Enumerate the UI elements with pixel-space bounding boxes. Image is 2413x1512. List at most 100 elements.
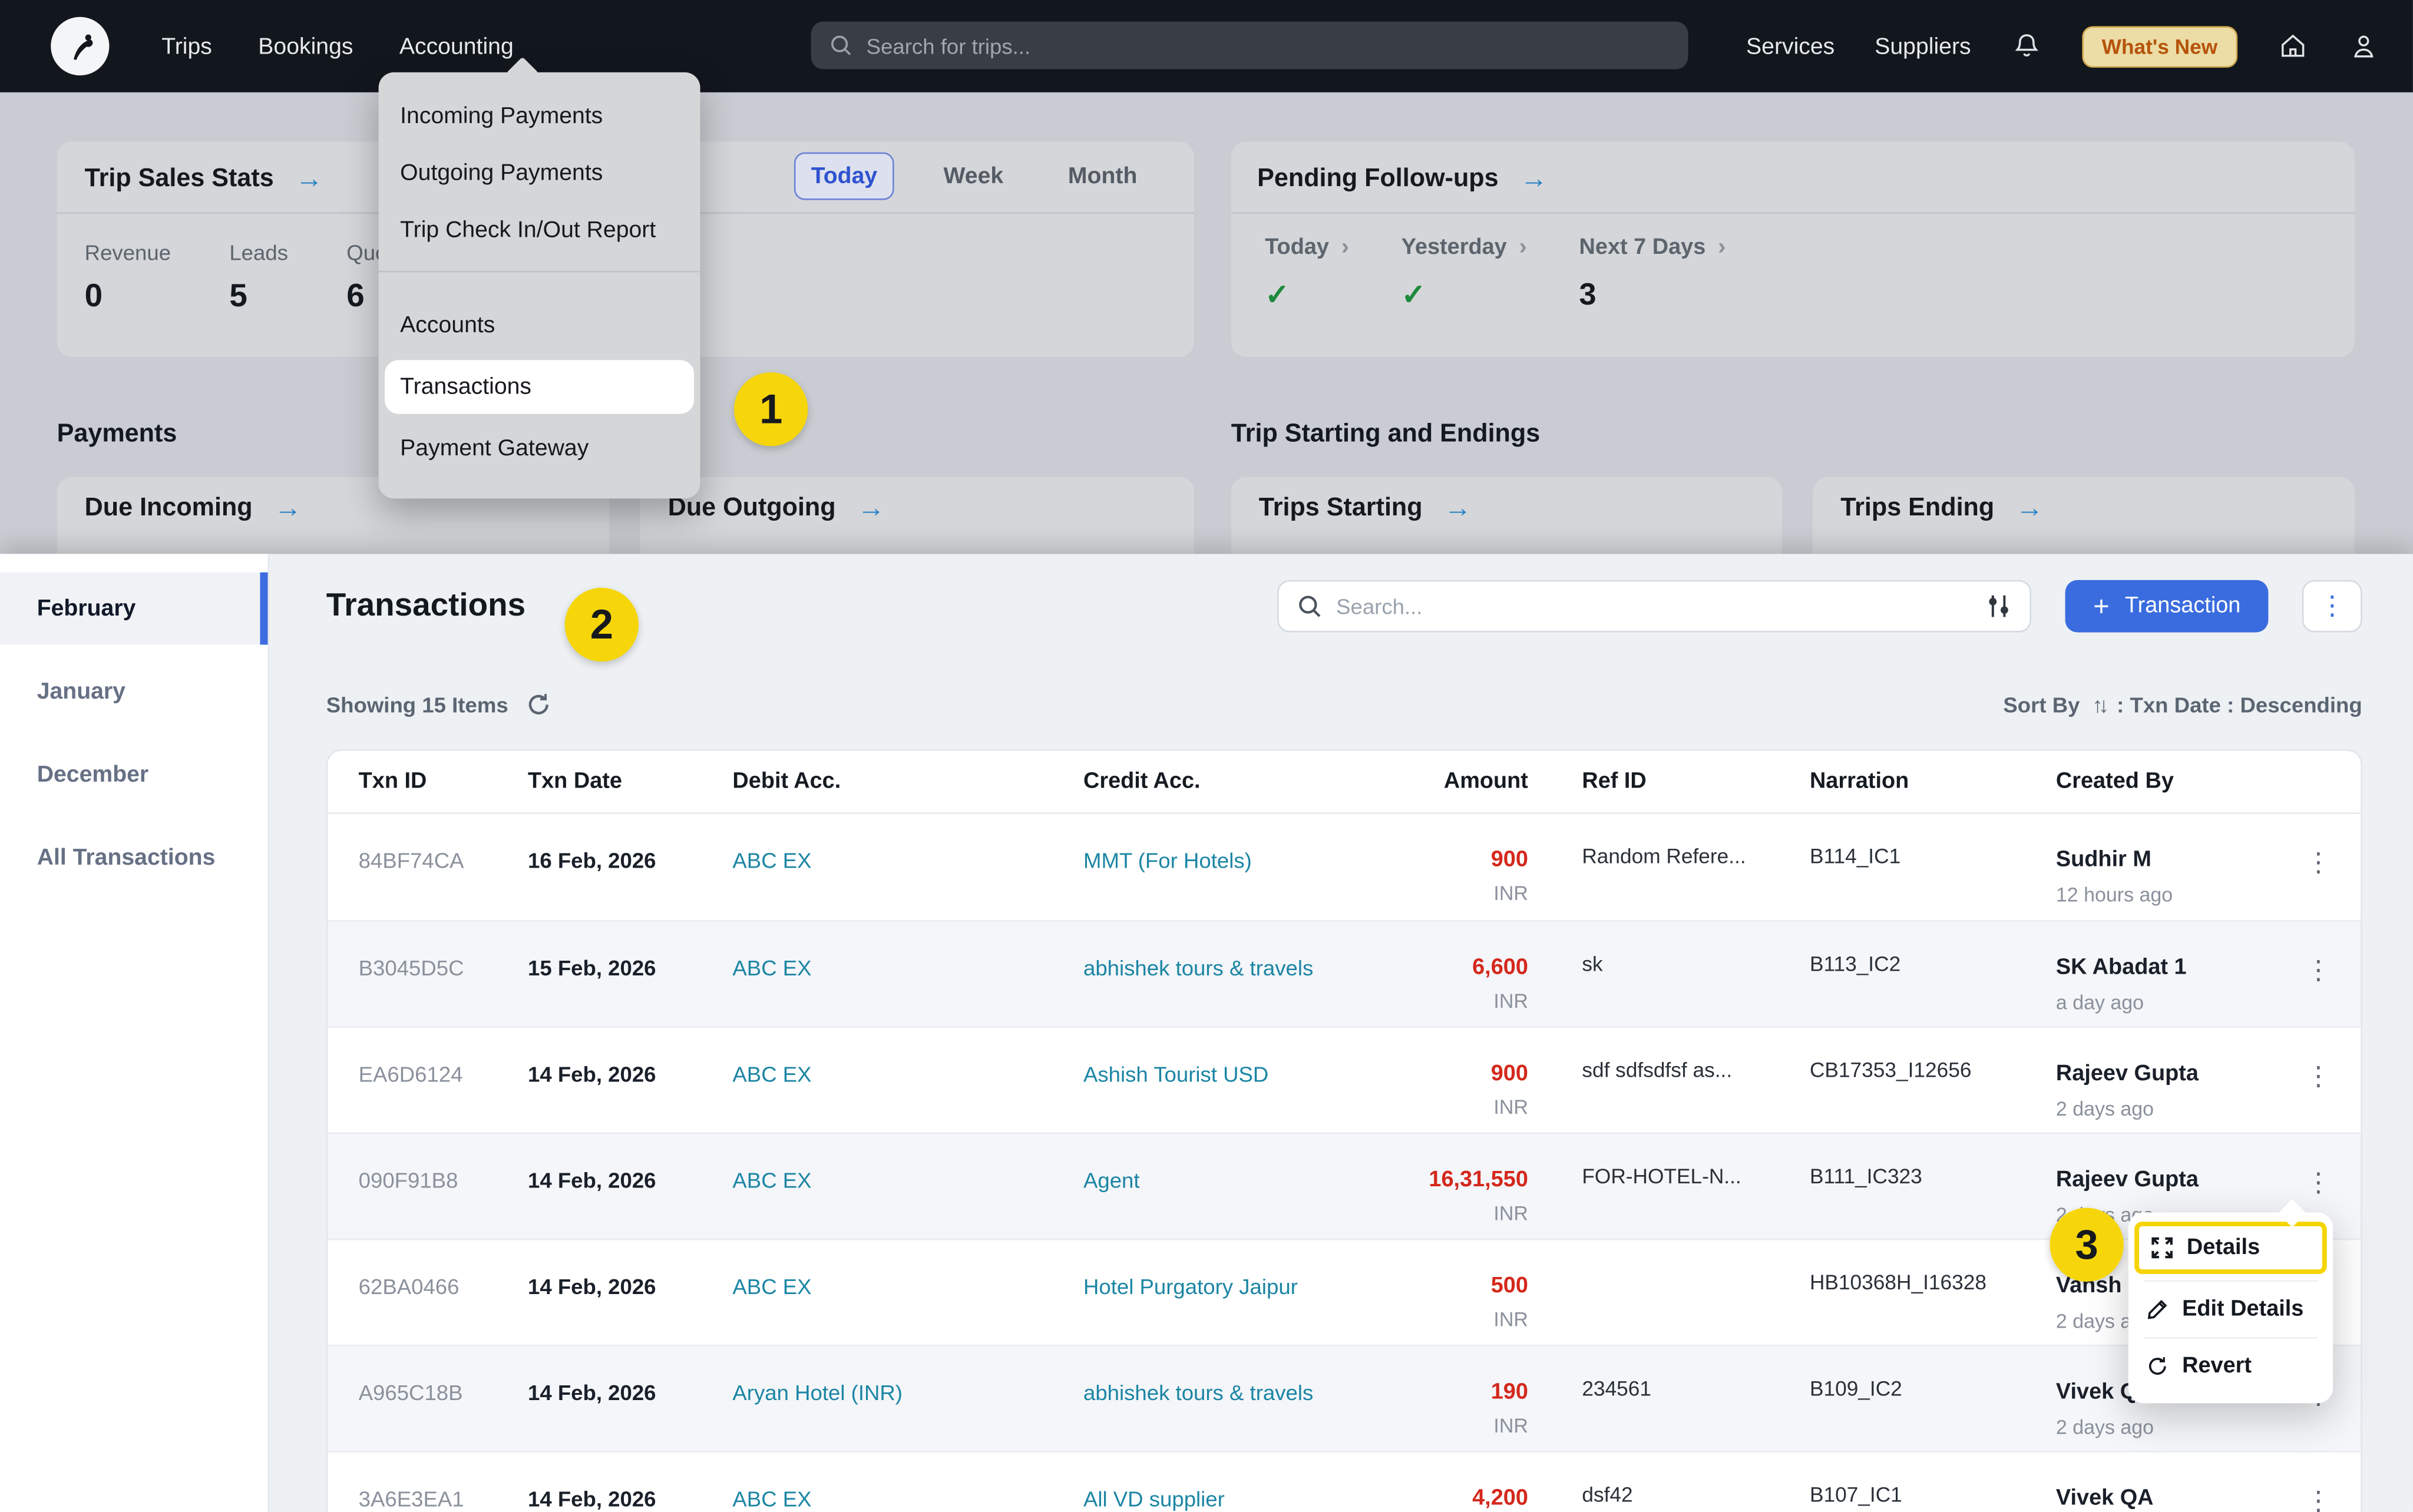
sidebar-item-february[interactable]: February — [0, 572, 268, 645]
credit-account-link[interactable]: Agent — [1083, 1167, 1140, 1193]
txn-id: B3045D5C — [358, 955, 464, 980]
sidebar-item-january[interactable]: January — [37, 678, 126, 705]
row-actions-kebab-icon[interactable]: ⋮ — [2305, 1061, 2332, 1091]
debit-account-link[interactable]: ABC EX — [732, 1486, 812, 1511]
nav-bookings[interactable]: Bookings — [258, 33, 353, 59]
credit-account-link[interactable]: abhishek tours & travels — [1083, 955, 1314, 980]
refresh-icon[interactable] — [527, 692, 551, 717]
table-row[interactable]: B3045D5C 15 Feb, 2026 ABC EX abhishek to… — [328, 920, 2361, 1027]
amount-cell: 190 INR — [1490, 1380, 1528, 1437]
sidebar-item-all-transactions[interactable]: All Transactions — [37, 845, 216, 871]
annotation-step-1: 1 — [734, 372, 808, 446]
transactions-main: Transactions Search... + Transaction ⋮ — [271, 554, 2413, 1512]
debit-account-link[interactable]: ABC EX — [732, 1061, 812, 1087]
page-title: Transactions — [326, 587, 526, 623]
table-row[interactable]: 3A6E3EA1 14 Feb, 2026 ABC EX All VD supp… — [328, 1451, 2361, 1512]
col-credit-acc: Credit Acc. — [1083, 769, 1201, 794]
home-icon[interactable] — [2278, 31, 2308, 61]
credit-account-link[interactable]: abhishek tours & travels — [1083, 1380, 1314, 1405]
payments-heading: Payments — [57, 420, 177, 448]
sort-value: : Txn Date : Descending — [2117, 692, 2362, 717]
menu-item-accounts[interactable]: Accounts — [400, 312, 495, 339]
showing-count-label: Showing 15 Items — [326, 692, 508, 717]
amount-cell: 6,600 INR — [1472, 955, 1528, 1013]
table-row[interactable]: A965C18B 14 Feb, 2026 Aryan Hotel (INR) … — [328, 1345, 2361, 1451]
app-logo[interactable] — [51, 16, 110, 75]
panel-kebab-button[interactable]: ⋮ — [2302, 580, 2362, 633]
ref-id — [1582, 1240, 1810, 1345]
expand-icon — [2151, 1237, 2173, 1259]
nav-trips[interactable]: Trips — [161, 33, 212, 59]
pending-today[interactable]: Today › ✓ — [1265, 234, 1349, 314]
sort-by-control[interactable]: Sort By ↑↓ : Txn Date : Descending — [2003, 692, 2362, 717]
menu-item-payment-gateway[interactable]: Payment Gateway — [400, 435, 589, 462]
credit-account-link[interactable]: Ashish Tourist USD — [1083, 1061, 1269, 1087]
pending-yesterday[interactable]: Yesterday › ✓ — [1401, 234, 1527, 314]
narration: B114_IC1 — [1809, 845, 1901, 868]
debit-account-link[interactable]: Aryan Hotel (INR) — [732, 1380, 903, 1405]
credit-account-link[interactable]: MMT (For Hotels) — [1083, 848, 1252, 873]
toggle-week[interactable]: Week — [943, 163, 1004, 190]
txn-date: 16 Feb, 2026 — [527, 848, 656, 873]
trip-search-input[interactable]: Search for trips... — [811, 21, 1688, 70]
created-by-cell: Sudhir M 12 hours ago — [2055, 848, 2173, 906]
whats-new-badge[interactable]: What's New — [2081, 25, 2238, 67]
transactions-search-input[interactable]: Search... — [1277, 580, 2032, 633]
table-row[interactable]: 62BA0466 14 Feb, 2026 ABC EX Hotel Purga… — [328, 1238, 2361, 1345]
amount-cell: 900 INR — [1490, 1061, 1528, 1119]
debit-account-link[interactable]: ABC EX — [732, 955, 812, 980]
notifications-bell-icon[interactable] — [2011, 31, 2042, 61]
search-placeholder: Search for trips... — [866, 33, 1031, 58]
user-profile-icon[interactable] — [2348, 31, 2379, 61]
toggle-month[interactable]: Month — [1067, 163, 1138, 190]
credit-account-link[interactable]: All VD supplier — [1083, 1486, 1225, 1511]
nav-services[interactable]: Services — [1746, 33, 1835, 59]
menu-item-trip-checkinout-report[interactable]: Trip Check In/Out Report — [400, 217, 656, 243]
arrow-right-icon[interactable]: → — [295, 163, 323, 194]
debit-account-link[interactable]: ABC EX — [732, 1167, 812, 1193]
menu-item-incoming-payments[interactable]: Incoming Payments — [400, 103, 603, 130]
pending-followups-title: Pending Follow-ups — [1257, 164, 1499, 193]
row-actions-kebab-icon[interactable]: ⋮ — [2305, 955, 2332, 985]
stat-revenue: Revenue 0 — [84, 240, 171, 314]
sidebar-item-december[interactable]: December — [37, 762, 149, 788]
chevron-right-icon: › — [1718, 234, 1726, 260]
debit-account-link[interactable]: ABC EX — [732, 1273, 812, 1299]
search-icon — [1299, 595, 1321, 617]
table-row[interactable]: 84BF74CA 16 Feb, 2026 ABC EX MMT (For Ho… — [328, 814, 2361, 920]
debit-account-link[interactable]: ABC EX — [732, 848, 812, 873]
table-row[interactable]: 090F91B8 14 Feb, 2026 ABC EX Agent 16,31… — [328, 1132, 2361, 1239]
amount-cell: 4,200INR — [1472, 1486, 1528, 1511]
filter-sliders-icon[interactable] — [1987, 594, 2012, 618]
amount-cell: 900 INR — [1490, 848, 1528, 905]
credit-account-link[interactable]: Hotel Purgatory Jaipur — [1083, 1273, 1298, 1299]
pending-next7days[interactable]: Next 7 Days › 3 — [1579, 234, 1726, 314]
chevron-right-icon: › — [1341, 234, 1349, 260]
nav-accounting[interactable]: Accounting — [399, 33, 514, 59]
check-icon: ✓ — [1265, 280, 1290, 313]
row-actions-kebab-icon[interactable]: ⋮ — [2305, 1167, 2332, 1197]
context-menu-edit-details[interactable]: Edit Details — [2128, 1285, 2333, 1334]
context-menu-details[interactable]: Details — [2134, 1222, 2327, 1274]
amount-cell: 500 INR — [1490, 1273, 1528, 1331]
add-transaction-button[interactable]: + Transaction — [2065, 580, 2269, 633]
table-row[interactable]: EA6D6124 14 Feb, 2026 ABC EX Ashish Tour… — [328, 1026, 2361, 1132]
menu-item-transactions[interactable]: Transactions — [385, 360, 695, 414]
row-actions-kebab-icon[interactable]: ⋮ — [2305, 1486, 2332, 1512]
txn-date: 15 Feb, 2026 — [527, 955, 656, 980]
row-actions-kebab-icon[interactable]: ⋮ — [2305, 848, 2332, 877]
toggle-today[interactable]: Today — [794, 152, 894, 200]
stat-leads: Leads 5 — [229, 240, 289, 314]
txn-id: A965C18B — [358, 1380, 463, 1405]
trip-start-end-heading: Trip Starting and Endings — [1231, 420, 1541, 448]
context-menu-revert[interactable]: Revert — [2128, 1342, 2333, 1391]
menu-item-outgoing-payments[interactable]: Outgoing Payments — [400, 160, 603, 187]
nav-suppliers[interactable]: Suppliers — [1875, 33, 1971, 59]
col-narration: Narration — [1809, 769, 1909, 794]
table-header: Txn ID Txn Date Debit Acc. Credit Acc. A… — [328, 751, 2361, 814]
arrow-right-icon[interactable]: → — [1520, 163, 1548, 194]
